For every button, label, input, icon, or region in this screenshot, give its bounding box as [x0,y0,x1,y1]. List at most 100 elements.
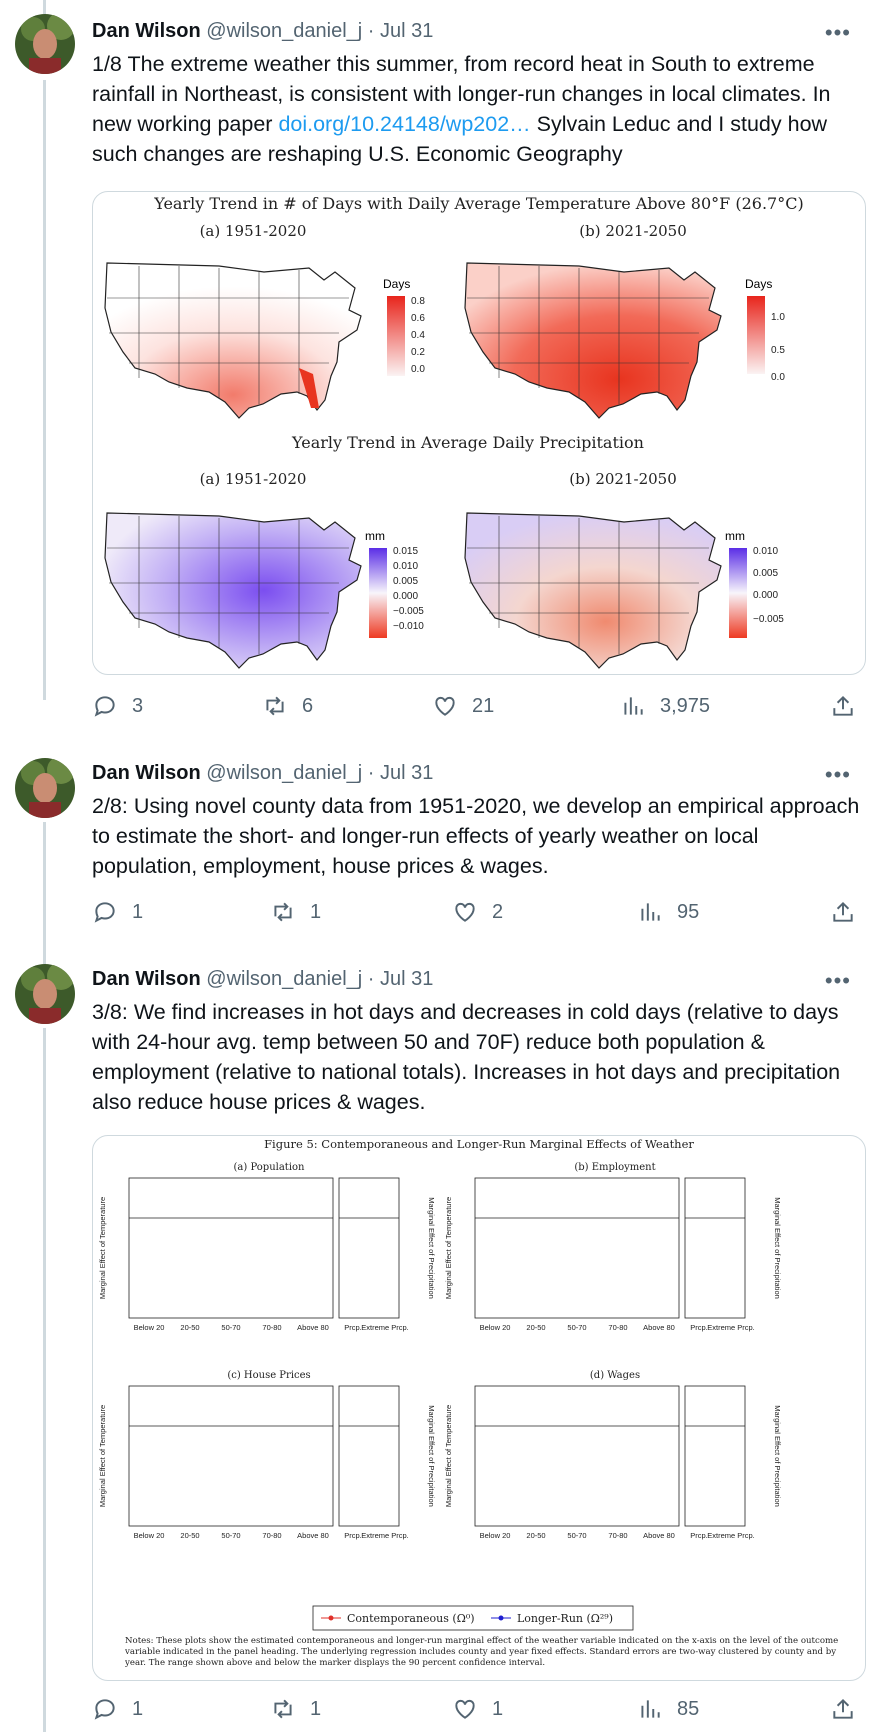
precipitation-plot-frame [684,1385,746,1527]
temp-legend-b: Days 1.0 0.5 0.0 [745,277,785,383]
legend-tick: 0.0 [411,364,425,375]
figure-legend: Contemporaneous (Ω⁰) Longer-Run (Ω²⁹) [312,1605,634,1631]
thread-line [43,822,46,962]
legend-tick: 0.015 [393,546,418,557]
reply-button[interactable]: 1 [92,1696,143,1722]
repost-button[interactable]: 6 [262,693,313,719]
share-button[interactable] [830,1696,856,1722]
analytics-icon [641,1700,660,1718]
avatar[interactable] [15,14,75,74]
precip-figure-title: Yearly Trend in Average Daily Precipitat… [291,433,644,452]
legend-tick: −0.010 [393,621,424,632]
x-category-label: Below 20 [480,1323,511,1332]
temp-map-2021-2050 [464,262,722,419]
views-button[interactable]: 3,975 [620,693,710,719]
y-axis-label-right: Marginal Effect of Precipitation [427,1197,436,1299]
thread-line [43,1028,46,1732]
tweet-date[interactable]: Jul 31 [380,20,434,42]
repost-button[interactable]: 1 [270,1696,321,1722]
temp-panel-b-label: (b) 2021-2050 [579,222,687,240]
more-options-icon[interactable]: ••• [824,762,851,787]
paper-link[interactable]: doi.org/10.24148/wp202… [278,112,531,136]
x-category-label: Above 80 [643,1323,675,1332]
more-options-icon[interactable]: ••• [824,968,851,993]
y-axis-label-right: Marginal Effect of Precipitation [427,1405,436,1507]
temp-legend-a: Days 0.8 0.6 0.4 0.2 0.0 [383,277,425,376]
y-axis-label-left: Marginal Effect of Temperature [98,1405,107,1507]
x-category-label: Below 20 [134,1531,165,1540]
legend-tick: 0.000 [753,590,778,601]
effects-figure[interactable]: Figure 5: Contemporaneous and Longer-Run… [92,1135,866,1681]
legend-contemp-label: Contemporaneous (Ω⁰) [347,1612,475,1625]
precip-category-label: Extreme Prcp. [707,1531,755,1540]
heart-icon [455,1699,475,1719]
precip-category-label: Prcp. [690,1531,708,1540]
author-name[interactable]: Dan Wilson [92,762,201,784]
legend-tick: 0.6 [411,313,425,324]
more-options-icon[interactable]: ••• [824,20,851,45]
tweet-date[interactable]: Jul 31 [380,968,434,990]
like-button[interactable]: 1 [452,1696,503,1722]
repost-icon [274,1699,292,1719]
reply-icon [94,1699,115,1720]
y-axis-label-left: Marginal Effect of Temperature [444,1405,453,1507]
y-axis-label-right: Marginal Effect of Precipitation [773,1197,782,1299]
reply-count: 1 [132,1697,144,1720]
avatar[interactable] [15,964,75,1024]
repost-count: 6 [302,694,314,717]
view-count: 85 [677,1697,700,1720]
author-handle[interactable]: @wilson_daniel_j [206,968,363,990]
maps-figure[interactable]: Yearly Trend in # of Days with Daily Ave… [92,191,866,675]
like-button[interactable]: 2 [452,899,503,925]
precip-category-label: Extreme Prcp. [361,1323,409,1332]
legend-tick: 0.010 [393,561,418,572]
x-category-label: 20-50 [180,1531,199,1540]
tweet-header: Dan Wilson @wilson_daniel_j · Jul 31 [92,762,433,785]
x-category-label: 20-50 [526,1531,545,1540]
temperature-plot-frame [474,1177,680,1319]
views-button[interactable]: 95 [637,899,699,925]
legend-title: mm [725,529,745,543]
tweet-date[interactable]: Jul 31 [380,762,434,784]
legend-title: Days [745,277,772,291]
author-name[interactable]: Dan Wilson [92,20,201,42]
author-handle[interactable]: @wilson_daniel_j [206,762,363,784]
precip-map-1951-2020 [104,512,362,669]
precip-category-label: Prcp. [690,1323,708,1332]
share-button[interactable] [830,693,856,719]
author-name[interactable]: Dan Wilson [92,968,201,990]
precip-panel-b-label: (b) 2021-2050 [569,470,677,488]
like-count: 1 [492,1697,504,1720]
author-handle[interactable]: @wilson_daniel_j [206,20,363,42]
thread-line [43,0,46,14]
x-category-label: 70-80 [262,1323,281,1332]
legend-tick: −0.005 [393,606,424,617]
legend-contemp-marker [328,1615,334,1621]
precip-legend-b: mm 0.010 0.005 0.000 −0.005 [725,529,784,638]
precip-panel-a-label: (a) 1951-2020 [200,470,307,488]
legend-tick: 1.0 [771,312,785,323]
reply-button[interactable]: 3 [92,693,143,719]
like-count: 21 [472,694,495,717]
view-count: 3,975 [660,694,711,717]
precip-category-label: Prcp. [344,1531,362,1540]
separator: · [367,968,375,990]
y-axis-label-left: Marginal Effect of Temperature [98,1197,107,1299]
tweet-text: 2/8: Using novel county data from 1951-2… [92,794,860,878]
precip-category-label: Prcp. [344,1323,362,1332]
avatar[interactable] [15,758,75,818]
thread-line [43,80,46,700]
temp-panel-a-label: (a) 1951-2020 [200,222,307,240]
share-icon [833,695,853,716]
share-button[interactable] [830,899,856,925]
precip-category-label: Extreme Prcp. [361,1531,409,1540]
views-button[interactable]: 85 [637,1696,699,1722]
reply-button[interactable]: 1 [92,899,143,925]
heart-icon [435,696,455,716]
legend-tick: 0.2 [411,347,425,358]
precipitation-plot-frame [684,1177,746,1319]
reply-count: 3 [132,694,144,717]
like-button[interactable]: 21 [432,693,494,719]
repost-button[interactable]: 1 [270,899,321,925]
temp-map-1951-2020 [104,262,362,419]
